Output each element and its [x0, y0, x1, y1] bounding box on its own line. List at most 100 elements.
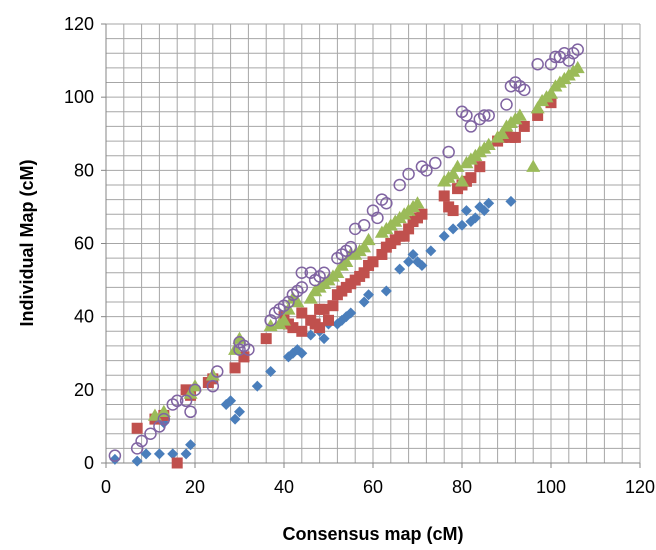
data-point-circle-open: [295, 281, 309, 294]
data-point-diamond: [140, 448, 152, 460]
data-point-circle-open: [429, 156, 442, 170]
data-point-square: [416, 208, 428, 220]
data-point-circle-open: [157, 412, 171, 426]
data-point-square: [296, 325, 308, 337]
y-tick-label: 20: [74, 380, 94, 400]
data-point-square: [447, 205, 459, 217]
data-point-diamond: [251, 380, 263, 392]
data-point-square: [358, 267, 370, 279]
data-point-circle-open: [571, 43, 584, 56]
axes: [101, 23, 641, 468]
data-point-diamond: [305, 329, 317, 341]
data-point-diamond: [345, 307, 357, 319]
data-point-circle-open: [211, 365, 224, 378]
data-point-diamond: [425, 245, 437, 257]
data-point-triangle: [228, 342, 243, 355]
data-point-triangle: [361, 232, 376, 246]
data-point-circle-open: [478, 109, 491, 122]
data-point-square: [465, 172, 477, 184]
data-point-circle-open: [464, 120, 478, 133]
data-point-triangle: [570, 60, 585, 74]
data-point-triangle: [526, 159, 541, 172]
data-point-diamond: [109, 453, 121, 465]
x-tick-label: 40: [274, 477, 294, 497]
x-tick-label: 0: [101, 477, 111, 497]
data-point-triangle: [495, 126, 510, 139]
data-point-diamond: [318, 333, 330, 345]
data-point-diamond: [483, 197, 495, 209]
data-point-circle-open: [135, 434, 148, 448]
data-point-circle-open: [420, 164, 433, 177]
data-point-diamond: [380, 285, 392, 297]
y-tick-label: 80: [74, 160, 94, 180]
data-point-diamond: [225, 395, 237, 407]
data-point-square: [545, 97, 557, 109]
data-point-diamond: [131, 455, 143, 467]
x-tick-label: 20: [185, 477, 205, 497]
data-point-diamond: [234, 406, 245, 418]
y-tick-labels: 0 20 40 60 80 100 120: [64, 14, 94, 473]
data-point-circle-open: [500, 98, 513, 111]
data-point-circle-open: [144, 427, 157, 440]
data-point-circle-open: [317, 266, 331, 280]
data-point-square: [314, 322, 326, 334]
data-point-diamond: [416, 259, 428, 271]
data-point-triangle: [530, 101, 545, 114]
data-point-circle-open: [518, 83, 531, 97]
data-point-triangle: [512, 108, 527, 121]
y-tick-label: 100: [64, 87, 94, 107]
data-point-triangle: [481, 137, 496, 150]
data-point-circle-open: [179, 394, 193, 408]
data-point-circle-open: [531, 57, 544, 71]
data-point-square: [403, 223, 415, 235]
data-point-circle-open: [344, 240, 357, 254]
data-point-square: [238, 351, 250, 363]
y-tick-label: 0: [84, 453, 94, 473]
data-point-diamond: [363, 289, 375, 301]
data-point-triangle: [446, 166, 461, 180]
y-tick-label: 120: [64, 14, 94, 34]
data-point-diamond: [460, 205, 472, 217]
y-axis-title: Individual Map (cM): [17, 159, 37, 326]
data-point-diamond: [478, 205, 490, 217]
x-tick-label: 120: [625, 477, 655, 497]
data-point-square: [131, 422, 143, 434]
data-point-square: [376, 248, 388, 260]
data-point-diamond: [456, 219, 468, 231]
data-point-square: [518, 120, 530, 132]
data-point-diamond: [229, 413, 241, 425]
data-point-diamond: [394, 263, 406, 275]
data-point-square: [318, 303, 330, 315]
data-point-diamond: [407, 248, 419, 260]
data-point-diamond: [505, 195, 517, 207]
data-point-triangle: [303, 291, 318, 304]
data-point-circle-open: [295, 266, 309, 280]
data-point-diamond: [296, 347, 308, 359]
data-point-circle-open: [206, 379, 220, 393]
x-tick-label: 100: [536, 477, 566, 497]
data-point-circle-open: [393, 178, 406, 192]
data-points: [108, 43, 585, 469]
data-point-triangle: [188, 379, 202, 392]
data-point-diamond: [358, 296, 370, 308]
data-point-diamond: [438, 230, 450, 242]
data-point-square: [367, 256, 379, 268]
data-point-diamond: [265, 366, 277, 378]
data-point-triangle: [277, 313, 291, 326]
data-point-circle-open: [184, 405, 197, 419]
data-point-diamond: [153, 448, 165, 460]
data-point-circle-open: [188, 383, 202, 397]
data-point-circle-open: [242, 343, 255, 356]
data-point-diamond: [403, 256, 415, 268]
data-point-square: [532, 109, 544, 121]
data-point-square: [474, 161, 486, 173]
data-point-square: [260, 333, 272, 345]
x-tick-label: 60: [363, 477, 383, 497]
data-point-triangle: [455, 174, 469, 187]
data-point-diamond: [185, 439, 197, 451]
data-point-square: [438, 190, 450, 202]
data-point-triangle: [450, 159, 465, 172]
data-point-triangle: [544, 86, 558, 99]
data-point-circle-open: [380, 197, 393, 210]
